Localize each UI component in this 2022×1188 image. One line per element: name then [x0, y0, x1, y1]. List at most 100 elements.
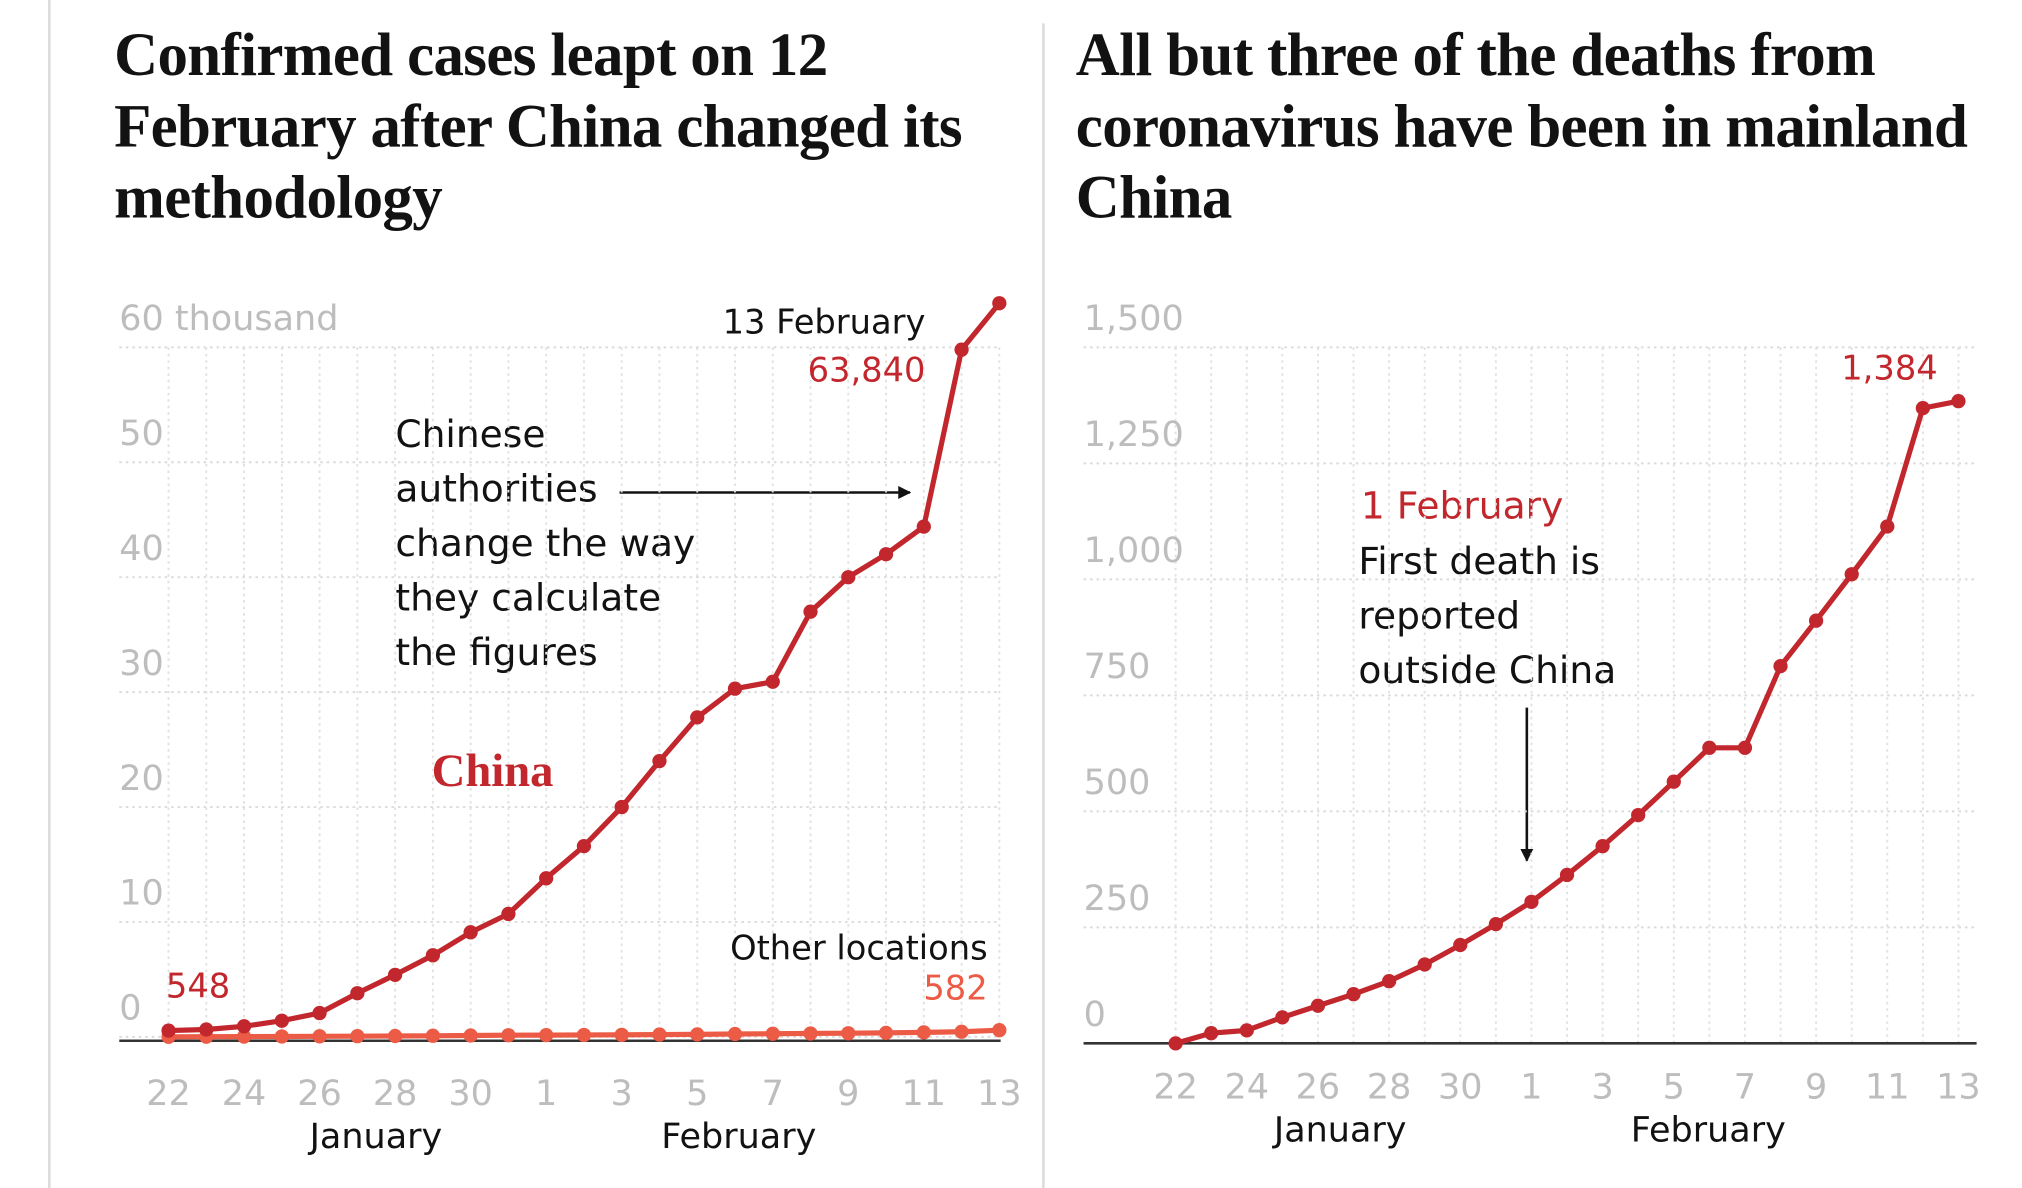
data-point — [1204, 1026, 1219, 1041]
x-tick-label: 22 — [146, 1074, 191, 1114]
data-point — [652, 1027, 667, 1042]
data-point — [463, 1028, 478, 1043]
y-tick-label: 1,250 — [1084, 415, 1184, 455]
series-label: Other locations — [730, 929, 988, 968]
title-box: All but three of the deaths from coronav… — [1075, 22, 1968, 233]
data-point — [841, 570, 856, 585]
data-point — [992, 296, 1007, 311]
data-point — [539, 871, 554, 886]
data-point — [916, 1025, 931, 1040]
y-tick-label: 20 — [119, 759, 164, 799]
x-tick-label: 30 — [1438, 1068, 1483, 1108]
x-tick-label: 13 — [1936, 1068, 1981, 1108]
data-point — [690, 1027, 705, 1042]
x-tick-label: 5 — [1663, 1068, 1685, 1108]
data-point — [954, 1024, 969, 1039]
data-point — [387, 1028, 403, 1044]
data-point — [425, 948, 441, 963]
data-point — [1737, 740, 1753, 755]
y-tick-label: 250 — [1084, 879, 1151, 919]
data-point — [1381, 974, 1397, 989]
x-tick-label: 3 — [611, 1074, 633, 1114]
data-point — [765, 1026, 780, 1041]
data-point — [1239, 1023, 1254, 1038]
data-point — [878, 1025, 894, 1040]
y-tick-label: 60 thousand — [119, 299, 338, 339]
data-point — [387, 967, 403, 982]
data-point — [652, 753, 667, 769]
data-point — [803, 604, 818, 619]
chart-title: Confirmed cases leapt on 12 February aft… — [114, 22, 963, 233]
x-tick-label: 24 — [1225, 1068, 1270, 1108]
data-point — [312, 1029, 327, 1044]
data-point — [1631, 807, 1646, 823]
data-point — [1915, 401, 1930, 416]
data-point — [161, 1023, 176, 1038]
data-point — [1524, 894, 1539, 909]
month-label: February — [1631, 1110, 1786, 1150]
value-label: 582 — [923, 969, 987, 1008]
data-point — [1880, 519, 1895, 534]
x-tick-label: 9 — [837, 1074, 859, 1114]
data-point — [690, 710, 705, 725]
data-point — [576, 838, 592, 854]
x-tick-label: 11 — [902, 1074, 947, 1114]
data-point — [803, 1026, 818, 1041]
y-tick-label: 10 — [119, 874, 164, 914]
y-tick-label: 30 — [119, 644, 164, 684]
x-tick-label: 26 — [297, 1074, 342, 1114]
month-label: January — [308, 1117, 443, 1157]
x-tick-label: 1 — [535, 1074, 557, 1114]
annotation: 1 February — [1361, 484, 1563, 528]
data-point — [501, 1028, 516, 1043]
value-label: 548 — [166, 966, 230, 1005]
month-label: February — [661, 1117, 816, 1157]
chart-title: All but three of the deaths from coronav… — [1075, 22, 1968, 233]
data-point — [614, 1027, 629, 1042]
x-tick-label: 28 — [373, 1074, 418, 1114]
data-point — [274, 1029, 289, 1044]
data-point — [236, 1019, 252, 1034]
x-tick-label: 5 — [686, 1074, 708, 1114]
data-point — [1559, 867, 1575, 883]
annotation-box: Chinese authorities change the way they … — [395, 412, 696, 674]
data-point — [501, 906, 516, 922]
y-tick-label: 1,000 — [1084, 531, 1184, 571]
data-point — [1488, 916, 1503, 932]
y-tick-label: 40 — [119, 529, 164, 569]
annotation-box: First death is reported outside China — [1358, 539, 1617, 693]
data-point — [463, 925, 478, 940]
y-tick-label: 0 — [119, 989, 141, 1029]
data-point — [312, 1005, 327, 1021]
value-label: 1,384 — [1841, 349, 1937, 388]
data-point — [1808, 613, 1824, 628]
data-point — [199, 1022, 214, 1037]
data-point — [992, 1023, 1007, 1038]
x-tick-label: 28 — [1367, 1068, 1412, 1108]
month-label: January — [1272, 1110, 1407, 1150]
data-point — [1275, 1010, 1290, 1025]
x-tick-label: 1 — [1520, 1068, 1542, 1108]
data-point — [1844, 567, 1859, 582]
title-box: Confirmed cases leapt on 12 February aft… — [114, 22, 963, 233]
data-point — [350, 986, 365, 1001]
data-point — [1595, 839, 1610, 854]
data-point — [878, 547, 894, 562]
value-label: 63,840 — [808, 350, 926, 389]
y-tick-label: 500 — [1084, 763, 1151, 803]
data-point — [350, 1029, 365, 1044]
data-point — [1310, 998, 1326, 1013]
series-label: China — [432, 745, 554, 797]
annotation: First death is reported outside China — [1358, 539, 1617, 693]
data-point — [1702, 740, 1717, 755]
data-point — [614, 799, 629, 815]
y-tick-label: 1,500 — [1084, 299, 1184, 339]
annotation: Chinese authorities change the way they … — [395, 412, 696, 674]
x-tick-label: 7 — [762, 1074, 784, 1114]
x-tick-label: 3 — [1591, 1068, 1613, 1108]
data-point — [425, 1028, 441, 1043]
x-tick-label: 13 — [977, 1074, 1022, 1114]
data-point — [727, 681, 743, 696]
